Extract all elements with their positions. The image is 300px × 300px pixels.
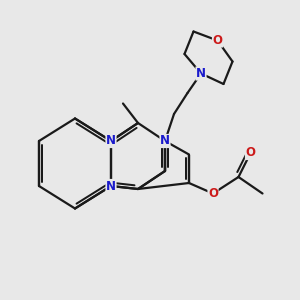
- Text: O: O: [245, 146, 256, 160]
- Text: O: O: [212, 34, 223, 47]
- Text: N: N: [106, 134, 116, 148]
- Text: O: O: [208, 187, 218, 200]
- Text: N: N: [106, 179, 116, 193]
- Text: N: N: [196, 67, 206, 80]
- Text: N: N: [160, 134, 170, 148]
